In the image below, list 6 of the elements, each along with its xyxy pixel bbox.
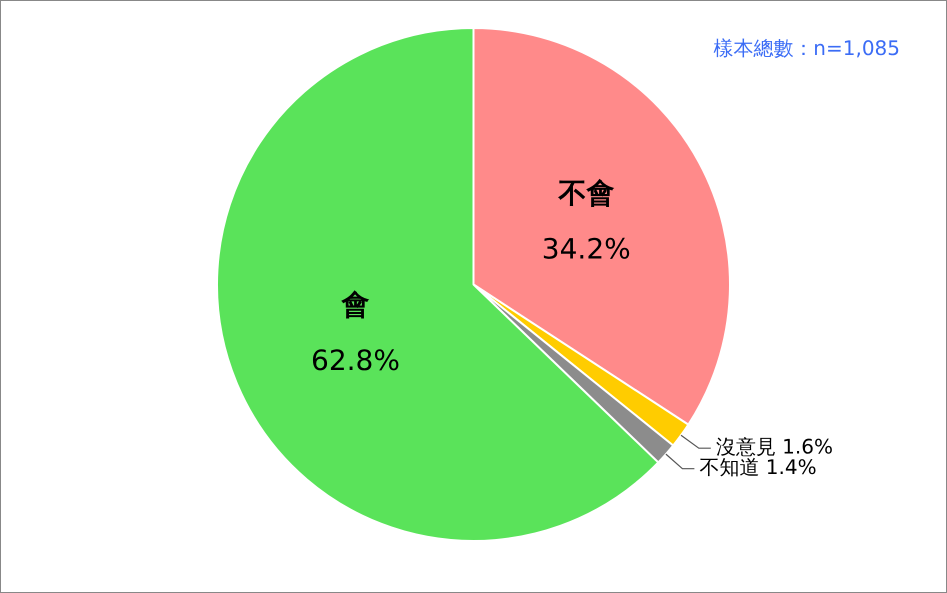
text: 樣本總數：n=1,085 (713, 35, 900, 62)
data-label: 34.2% (542, 232, 631, 266)
slice-label: 沒意見 1.6% (716, 434, 833, 458)
slice-label: 會 (340, 288, 370, 321)
slice-label: 不會 (557, 176, 614, 210)
data-label: 62.8% (311, 344, 400, 377)
